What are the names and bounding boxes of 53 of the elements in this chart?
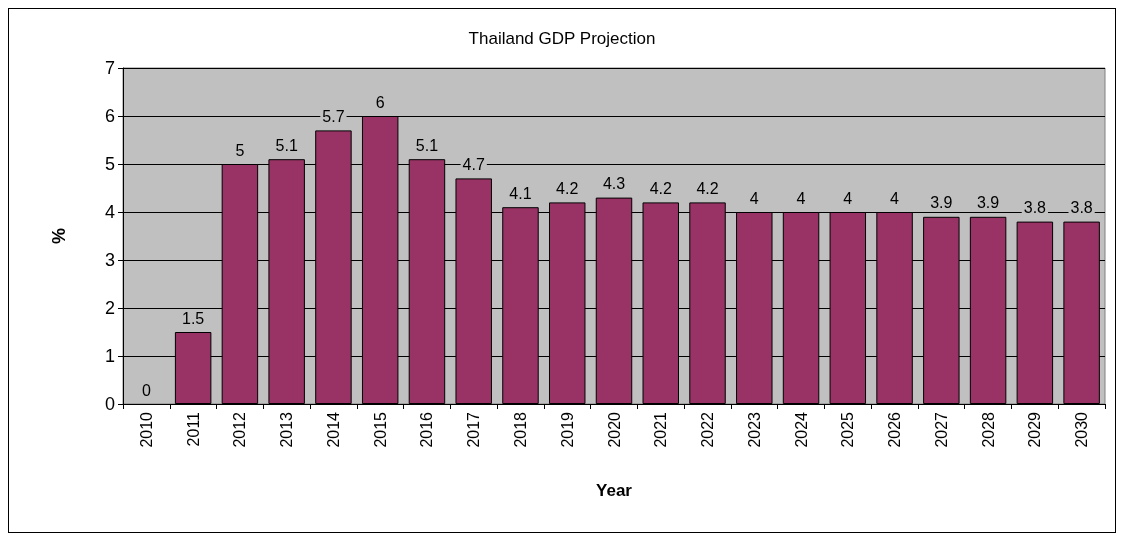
y-tick-label: 1 (104, 346, 115, 366)
x-tick-label: 2016 (418, 411, 436, 448)
data-label: 4 (890, 189, 900, 207)
data-label: 4 (749, 189, 759, 207)
x-tick-label: 2030 (1073, 411, 1091, 448)
data-label: 6 (375, 93, 385, 111)
data-label: 4.2 (696, 179, 719, 197)
x-tick-label: 2023 (745, 411, 763, 448)
data-label: 5 (235, 141, 245, 159)
data-label: 4.7 (462, 155, 485, 173)
x-tick-label: 2024 (792, 411, 810, 448)
data-label: 4.2 (556, 179, 579, 197)
data-label: 3.8 (1023, 199, 1047, 217)
x-tick-label: 2017 (465, 411, 483, 448)
data-label: 4.2 (649, 179, 672, 197)
x-tick-label: 2028 (979, 411, 997, 448)
x-tick-label: 2018 (511, 411, 529, 448)
y-tick-label: 4 (104, 202, 115, 222)
data-label: 4.1 (509, 184, 532, 202)
y-tick-label: 5 (104, 154, 115, 174)
x-tick-label: 2013 (278, 411, 296, 448)
data-label: 5.1 (275, 136, 298, 154)
y-tick-label: 6 (104, 106, 115, 126)
x-tick-label: 2015 (371, 411, 389, 448)
x-tick-label: 2012 (231, 411, 249, 448)
x-tick-label: 2026 (886, 411, 904, 448)
data-label: 4.3 (602, 175, 626, 193)
x-tick-label: 2019 (558, 411, 576, 448)
data-label: 3.8 (1070, 199, 1093, 217)
y-tick-label: 2 (104, 298, 115, 318)
x-tick-label: 2010 (137, 411, 155, 448)
data-label: 5.1 (415, 136, 439, 154)
data-label: 3.9 (976, 194, 1000, 212)
x-axis-title: Year (596, 481, 633, 500)
x-tick-label: 2022 (699, 411, 717, 448)
data-label: 0 (141, 381, 151, 399)
data-label: 4 (843, 189, 853, 207)
y-tick-label: 7 (104, 58, 115, 78)
data-label: 4 (796, 189, 806, 207)
data-label: 5.7 (322, 107, 345, 125)
data-label: 3.9 (930, 194, 953, 212)
x-tick-label: 2021 (652, 411, 670, 448)
y-axis-title: % (49, 227, 69, 245)
x-tick-label: 2029 (1026, 411, 1044, 448)
x-tick-label: 2011 (184, 411, 202, 447)
x-tick-label: 2025 (839, 411, 857, 448)
x-tick-label: 2027 (932, 411, 950, 448)
x-tick-label: 2014 (324, 411, 342, 448)
data-label: 1.5 (182, 309, 205, 327)
chart-title: Thailand GDP Projection (468, 29, 656, 48)
x-tick-label: 2020 (605, 411, 623, 448)
y-tick-label: 0 (104, 394, 115, 414)
y-tick-label: 3 (104, 250, 115, 270)
